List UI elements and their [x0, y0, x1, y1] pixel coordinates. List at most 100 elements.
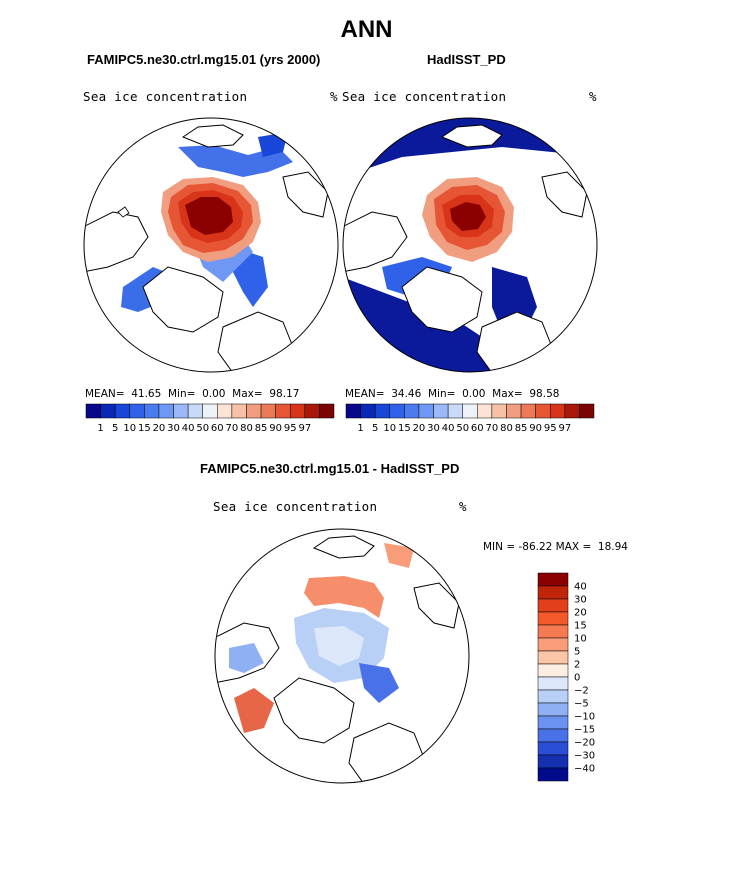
diff-colorbar-tick-label: 40 — [574, 582, 587, 593]
left-colorbar-tick-label: 30 — [167, 423, 180, 434]
left-colorbar-tick-label: 20 — [153, 423, 166, 434]
diff-colorbar-swatch — [537, 754, 569, 769]
right-colorbar-swatch — [491, 403, 507, 419]
right-colorbar-tick-label: 20 — [413, 423, 426, 434]
left-colorbar-tick-label: 10 — [123, 423, 136, 434]
right-colorbar-swatch — [389, 403, 405, 419]
right-colorbar-tick-label: 90 — [529, 423, 542, 434]
diff-colorbar-tick-label: −30 — [574, 751, 595, 762]
diff-variable-label: Sea ice concentration — [213, 499, 378, 514]
left-colorbar-swatch — [85, 403, 101, 419]
right-colorbar-swatch — [418, 403, 434, 419]
diff-colorbar-swatch — [537, 689, 569, 704]
diff-colorbar-tick-label: 20 — [574, 608, 587, 619]
diff-colorbar-tick-label: 30 — [574, 595, 587, 606]
right-colorbar-tick-label: 50 — [456, 423, 469, 434]
right-colorbar-tick-label: 30 — [427, 423, 440, 434]
left-colorbar-swatch — [129, 403, 145, 419]
main-title: ANN — [340, 16, 393, 43]
left-colorbar-swatch — [289, 403, 306, 419]
diff-colorbar-swatch — [537, 702, 569, 717]
right-colorbar-swatch — [549, 403, 566, 419]
left-colorbar-tick-label: 50 — [196, 423, 209, 434]
diff-colorbar-swatch — [537, 624, 569, 639]
left-colorbar-swatch — [217, 403, 233, 419]
left-colorbar-tick-label: 60 — [211, 423, 224, 434]
left-colorbar-swatch — [173, 403, 189, 419]
diff-colorbar-swatch — [537, 637, 569, 652]
diff-colorbar-tick-label: −10 — [574, 712, 595, 723]
diff-colorbar-tick-label: 2 — [574, 660, 580, 671]
diff-colorbar-swatch — [537, 611, 569, 626]
left-units-label: % — [330, 89, 338, 104]
left-colorbar-swatch — [260, 403, 276, 419]
right-units-label: % — [589, 89, 597, 104]
diff-colorbar-swatch — [537, 572, 569, 587]
left-colorbar-swatch — [304, 403, 320, 419]
diff-colorbar-swatch — [537, 676, 569, 691]
right-colorbar-tick-label: 10 — [383, 423, 396, 434]
right-colorbar-swatch — [506, 403, 522, 419]
left-colorbar-tick-label: 80 — [240, 423, 253, 434]
diff-colorbar-tick-label: 5 — [574, 647, 580, 658]
diff-colorbar-swatch — [537, 715, 569, 730]
left-colorbar-swatch — [144, 403, 160, 419]
diff-colorbar-tick-label: −15 — [574, 725, 595, 736]
right-panel-header: HadISST_PD — [427, 52, 506, 67]
diff-polar-map — [214, 528, 470, 784]
left-colorbar-swatch — [114, 403, 131, 419]
right-colorbar-swatch — [477, 403, 493, 419]
left-colorbar-tick-label: 1 — [97, 423, 103, 434]
left-colorbar-tick-label: 70 — [226, 423, 239, 434]
right-colorbar-tick-label: 97 — [558, 423, 571, 434]
right-colorbar-swatch — [345, 403, 361, 419]
right-colorbar-tick-label: 85 — [515, 423, 528, 434]
left-colorbar-tick-label: 97 — [298, 423, 311, 434]
left-colorbar-swatch — [100, 403, 116, 419]
left-polar-map — [83, 117, 339, 373]
diff-colorbar-tick-label: 15 — [574, 621, 587, 632]
right-colorbar-swatch — [447, 403, 463, 419]
left-colorbar: 1 5 10 15 20 30 40 50 60 70 80 85 90 95 97 — [85, 403, 335, 434]
right-colorbar-tick-label: 5 — [372, 423, 378, 434]
diff-colorbar-swatch — [537, 650, 569, 665]
right-colorbar-tick-label: 1 — [357, 423, 363, 434]
diff-colorbar-tick-label: −20 — [574, 738, 595, 749]
left-colorbar-tick-label: 95 — [284, 423, 297, 434]
left-colorbar-swatch — [231, 403, 247, 419]
right-colorbar-swatch — [462, 403, 478, 419]
diff-colorbar-swatch — [537, 741, 569, 756]
diff-colorbar-tick-label: 0 — [574, 673, 580, 684]
right-colorbar-swatch — [404, 403, 420, 419]
diff-colorbar-swatch — [537, 728, 569, 743]
left-colorbar-tick-label: 90 — [269, 423, 282, 434]
left-colorbar-swatch — [319, 403, 335, 419]
right-colorbar-swatch — [564, 403, 580, 419]
right-colorbar-swatch — [535, 403, 551, 419]
left-panel-header: FAMIPC5.ne30.ctrl.mg15.01 (yrs 2000) — [87, 52, 321, 67]
right-colorbar-tick-label: 95 — [544, 423, 557, 434]
left-colorbar-swatch — [158, 403, 174, 419]
diff-colorbar-swatch — [537, 663, 569, 678]
right-colorbar-swatch — [433, 403, 449, 419]
diff-colorbar-swatch — [537, 767, 569, 782]
right-colorbar-swatch — [374, 403, 391, 419]
right-colorbar-tick-label: 60 — [471, 423, 484, 434]
left-colorbar-swatch — [187, 403, 203, 419]
right-polar-map — [342, 117, 598, 373]
right-colorbar: 1 5 10 15 20 30 40 50 60 70 80 85 90 95 97 — [345, 403, 595, 434]
diff-units-label: % — [459, 499, 467, 514]
diff-colorbar-tick-label: −5 — [574, 699, 589, 710]
left-variable-label: Sea ice concentration — [83, 89, 248, 104]
right-colorbar-swatch — [579, 403, 595, 419]
right-colorbar-tick-label: 70 — [486, 423, 499, 434]
left-colorbar-tick-label: 15 — [138, 423, 151, 434]
right-stats: MEAN= 34.46 Min= 0.00 Max= 98.58 — [345, 388, 560, 400]
right-variable-label: Sea ice concentration — [342, 89, 507, 104]
right-colorbar-swatch — [360, 403, 376, 419]
diff-colorbar-tick-label: −2 — [574, 686, 589, 697]
diff-colorbar-swatch — [537, 585, 569, 600]
right-colorbar-tick-label: 80 — [500, 423, 513, 434]
diff-minmax: MIN = -86.22 MAX = 18.94 — [483, 541, 628, 553]
